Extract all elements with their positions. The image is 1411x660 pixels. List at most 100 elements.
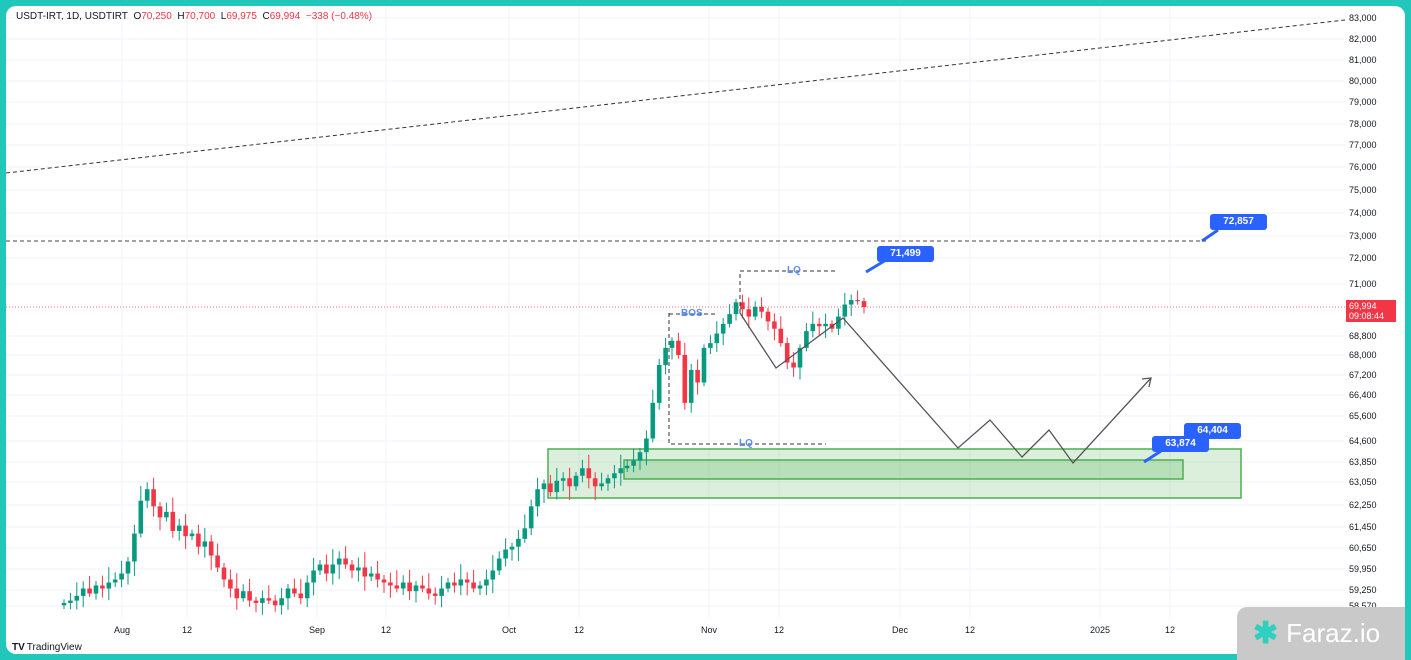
price-label-72857[interactable]: 72,857 — [1210, 214, 1267, 230]
candle[interactable] — [125, 557, 131, 585]
candle[interactable] — [253, 597, 259, 612]
candle[interactable] — [311, 557, 316, 596]
candle[interactable] — [624, 459, 630, 472]
price-chart[interactable] — [6, 6, 1405, 654]
candle[interactable] — [586, 454, 592, 489]
candle[interactable] — [439, 575, 444, 608]
candle[interactable] — [695, 359, 700, 395]
candle[interactable] — [650, 389, 656, 443]
candle[interactable] — [618, 454, 624, 486]
candle[interactable] — [605, 474, 611, 491]
candle[interactable] — [356, 557, 361, 582]
candle[interactable] — [420, 575, 425, 593]
candle[interactable] — [292, 578, 297, 598]
candle[interactable] — [144, 482, 150, 509]
lq-bottom-line[interactable] — [668, 313, 826, 445]
candle[interactable] — [80, 581, 86, 608]
candle[interactable] — [516, 530, 521, 561]
candle[interactable] — [112, 572, 118, 587]
candle[interactable] — [580, 459, 585, 483]
candle[interactable] — [349, 560, 355, 579]
candle[interactable] — [496, 551, 502, 575]
candle[interactable] — [413, 581, 419, 603]
candle[interactable] — [848, 294, 854, 317]
lq-top-label[interactable]: LQ — [787, 265, 801, 276]
trend-line[interactable] — [6, 19, 1346, 174]
candle[interactable] — [298, 579, 304, 605]
candle[interactable] — [100, 575, 105, 598]
candle[interactable] — [304, 575, 310, 607]
candle[interactable] — [138, 486, 144, 538]
candle[interactable] — [381, 575, 387, 593]
candle[interactable] — [215, 543, 220, 572]
candle[interactable] — [208, 535, 214, 570]
candle[interactable] — [375, 560, 380, 588]
candle[interactable] — [407, 569, 412, 600]
candle[interactable] — [260, 590, 265, 615]
candle[interactable] — [68, 592, 73, 610]
candle[interactable] — [701, 344, 707, 387]
candle[interactable] — [394, 570, 400, 593]
candle[interactable] — [861, 297, 867, 314]
price-label-64404[interactable]: 64,404 — [1184, 423, 1241, 439]
candle[interactable] — [279, 587, 284, 615]
candle[interactable] — [477, 581, 483, 595]
candle[interactable] — [548, 475, 553, 497]
candle[interactable] — [714, 321, 720, 352]
price-label-63874[interactable]: 63,874 — [1152, 436, 1209, 452]
candle[interactable] — [452, 572, 457, 593]
candle[interactable] — [573, 472, 579, 491]
candle[interactable] — [612, 465, 617, 489]
candle[interactable] — [631, 448, 636, 473]
candle[interactable] — [784, 337, 790, 369]
candle[interactable] — [720, 318, 726, 346]
candle[interactable] — [400, 575, 406, 595]
candle[interactable] — [432, 587, 438, 605]
candle[interactable] — [240, 584, 246, 602]
bos-label[interactable]: BOS — [681, 308, 703, 319]
candle[interactable] — [676, 332, 681, 359]
chart-panel[interactable]: USDT-IRT, 1D, USDTIRT O70,250 H70,700 L6… — [6, 6, 1405, 654]
candle[interactable] — [119, 560, 124, 588]
candle[interactable] — [151, 477, 156, 517]
candle[interactable] — [688, 364, 694, 413]
candle[interactable] — [816, 318, 822, 336]
candle[interactable] — [791, 352, 796, 377]
candle[interactable] — [484, 569, 489, 596]
candle[interactable] — [285, 584, 291, 610]
candle[interactable] — [221, 563, 227, 588]
candle[interactable] — [317, 560, 323, 575]
candle[interactable] — [234, 573, 240, 610]
candle[interactable] — [368, 566, 374, 581]
candle[interactable] — [228, 569, 233, 598]
candle[interactable] — [490, 555, 496, 594]
candle[interactable] — [663, 337, 668, 375]
candle[interactable] — [669, 337, 675, 360]
candle[interactable] — [426, 573, 432, 600]
candle[interactable] — [759, 297, 764, 319]
candle[interactable] — [272, 594, 278, 612]
candle[interactable] — [388, 572, 393, 598]
candle[interactable] — [528, 499, 534, 536]
candle[interactable] — [752, 301, 758, 321]
candle[interactable] — [823, 313, 828, 338]
candle[interactable] — [324, 554, 329, 582]
candle[interactable] — [656, 359, 662, 410]
price-label-71499[interactable]: 71,499 — [877, 246, 934, 262]
candle[interactable] — [445, 578, 451, 593]
lq-top-line[interactable] — [739, 270, 836, 313]
candle[interactable] — [202, 528, 208, 558]
candle[interactable] — [362, 552, 368, 591]
demand-zone-inner[interactable] — [623, 459, 1184, 480]
candle[interactable] — [740, 294, 745, 319]
candle[interactable] — [733, 298, 739, 321]
candle[interactable] — [554, 468, 560, 500]
candle[interactable] — [855, 290, 860, 305]
candle[interactable] — [727, 304, 732, 328]
candle[interactable] — [247, 578, 252, 607]
candle[interactable] — [541, 479, 547, 503]
candle[interactable] — [464, 572, 470, 596]
candle[interactable] — [746, 297, 752, 329]
candle[interactable] — [176, 519, 182, 541]
candle[interactable] — [170, 497, 176, 538]
